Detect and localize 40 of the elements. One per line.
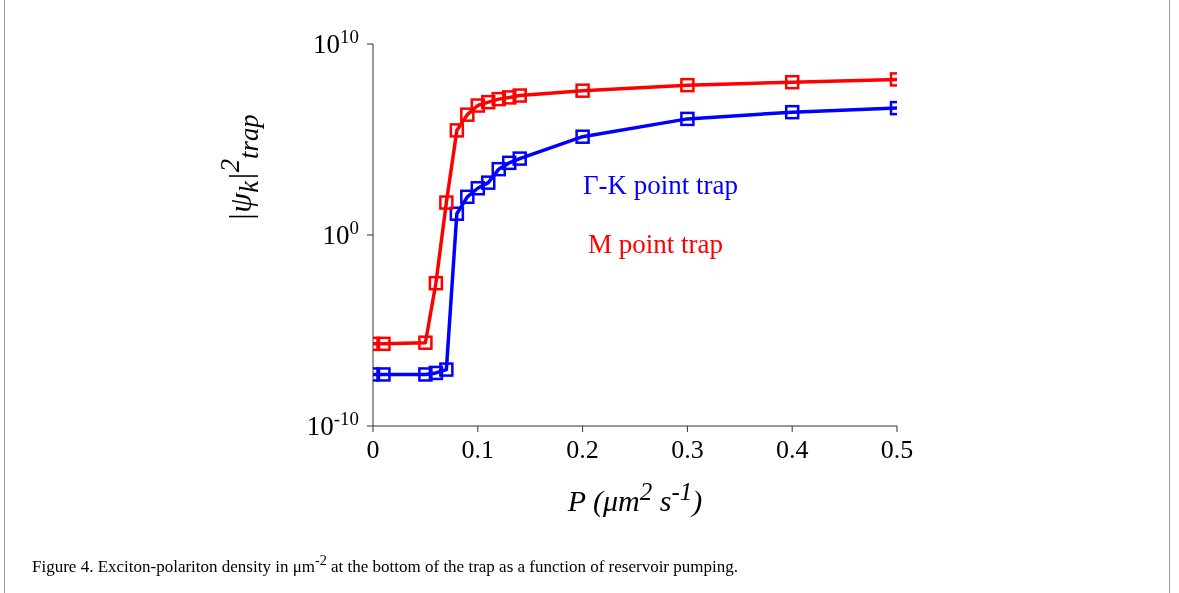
point (575, 83, 590, 98)
point (470, 98, 486, 113)
point (428, 275, 444, 291)
point (491, 161, 507, 177)
point (449, 123, 465, 138)
y-tick-label: 10$^{-10}$ (306, 407, 359, 441)
x-tick-label: 0 (366, 435, 380, 464)
x-tick-label: 0.2 (566, 435, 599, 464)
point (439, 195, 454, 210)
point (470, 181, 486, 196)
x-tick-label: 0.1 (461, 435, 495, 464)
point (491, 91, 507, 107)
point (784, 104, 800, 120)
y-tick-label: 10$^{0}$ (322, 216, 359, 250)
point (481, 94, 496, 110)
point (512, 88, 527, 103)
point (512, 151, 527, 166)
point (418, 335, 433, 350)
point (481, 175, 496, 190)
point (784, 74, 800, 90)
series-label: Γ-K point trap (583, 170, 739, 201)
x-axis-title: P (μm$^{2}$ s$^{-1}$) (566, 478, 704, 518)
point (680, 111, 695, 127)
point (460, 107, 475, 122)
point (376, 367, 391, 382)
point (376, 336, 391, 352)
point (501, 155, 517, 171)
point (680, 77, 695, 93)
point (460, 189, 475, 205)
y-tick-label: 10$^{10}$ (313, 25, 359, 59)
point (439, 362, 454, 377)
point (428, 365, 444, 381)
text: M point trap (588, 229, 723, 260)
point (575, 129, 590, 144)
x-tick-label: 0.3 (671, 435, 704, 464)
point (418, 367, 433, 382)
x-tick-label: 0.4 (775, 435, 809, 464)
x-tick-label: 0.5 (880, 435, 914, 464)
point (501, 90, 517, 105)
caption: Figure 4. Exciton-polariton density in μm$^{-2}$ at the bottom of the trap as a function of reservoir pumping. (32, 552, 738, 577)
